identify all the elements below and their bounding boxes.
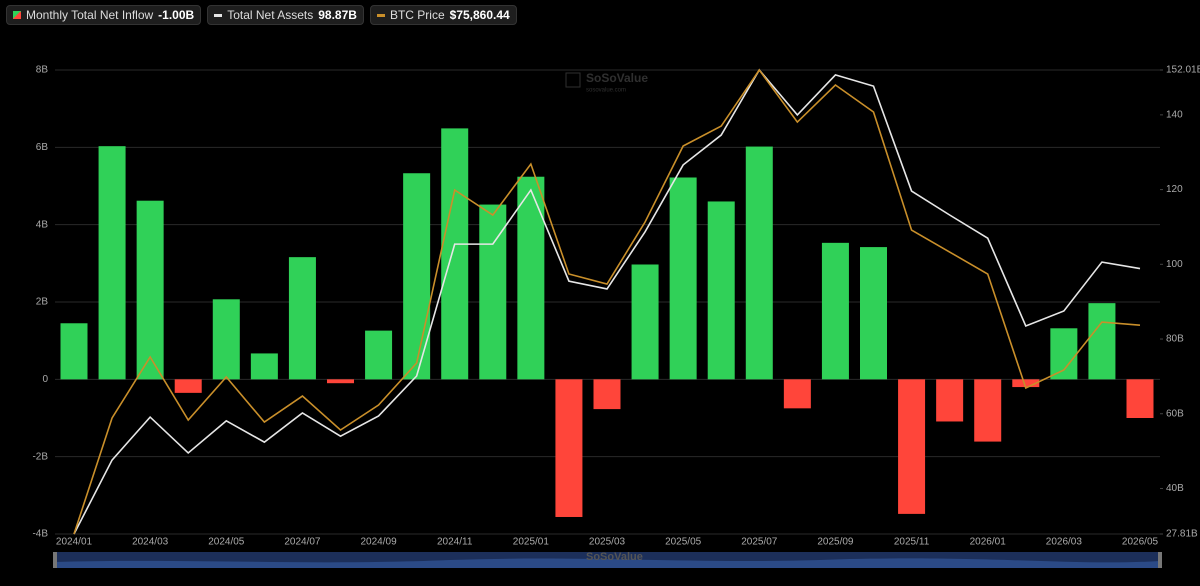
legend-icon [376,13,385,17]
x-tick-label: 2025/01 [513,537,550,548]
navigator: SoSoValue [53,551,1162,568]
x-tick-label: 2025/07 [741,537,778,548]
bar [517,176,545,380]
legend-icon [214,13,223,17]
bar [898,379,926,514]
legend-item[interactable]: BTC Price $75,860.44 [369,5,517,25]
bar [288,257,316,380]
bar [783,379,811,409]
x-tick-label: 2025/03 [589,537,626,548]
bar [669,177,697,380]
y2-tick-label: 152.01B [1166,65,1200,76]
bar [365,330,393,380]
navigator-bg [55,552,1160,568]
x-tick-label: 2025/11 [894,537,930,548]
watermark-text: SoSoValue [586,71,648,85]
x-tick-label: 2026/03 [1046,537,1083,548]
legend-item[interactable]: Monthly Total Net Inflow -1.00B [6,5,202,25]
x-tick-label: 2024/09 [360,537,397,548]
bar [936,379,964,422]
bar [60,323,88,380]
legend-label: Monthly Total Net Inflow [26,8,154,22]
bar [174,379,202,393]
x-tick-label: 2024/03 [132,537,169,548]
bar [974,379,1002,442]
bar [212,299,240,380]
line [73,68,1141,535]
legend-label: BTC Price [389,8,445,22]
bar [860,247,887,380]
x-tick-label: 2025/09 [817,537,854,548]
navigator-area [55,558,1160,568]
y2-tick-label: 80B [1166,334,1184,345]
bar [441,128,469,380]
bar [136,200,164,380]
line [73,68,1141,535]
watermark: SoSoValue sosovalue.com [565,71,648,94]
x-tick-label: 2024/01 [56,537,93,548]
bar [555,379,583,517]
legend-value: 98.87B [318,8,357,22]
legend-value: $75,860.44 [449,8,510,22]
y-tick-label: 6B [36,142,49,153]
y-tick-label: -4B [32,529,48,540]
y-tick-label: 8B [36,65,49,76]
navigator-handle[interactable] [1158,552,1162,568]
watermark-url: sosovalue.com [586,88,626,94]
x-tick-label: 2024/05 [208,537,245,548]
y2-tick-label: 27.81B [1166,529,1198,540]
navigator-watermark: SoSoValue [586,551,643,563]
bar [1012,379,1040,388]
x-tick-label: 2024/07 [284,537,321,548]
y-tick-label: 2B [36,297,49,308]
bar [593,379,621,410]
bar [1050,328,1078,380]
bar [745,146,773,380]
x-tick-label: 2026/01 [970,537,1007,548]
y-tick-label: -2B [32,451,48,462]
legend-label: Total Net Assets [227,8,314,22]
y2-tick-label: 140 [1166,110,1183,121]
bar [1126,379,1154,418]
y2-tick-label: 120 [1166,184,1183,195]
bar [250,353,278,380]
y2-tick-label: 40B [1166,483,1184,494]
x-tick-label: 2024/11 [437,537,473,548]
x-tick-label: 2026/05 [1122,537,1159,548]
bar [403,173,431,380]
y2-tick-label: 100 [1166,259,1183,270]
bar [327,379,354,384]
y-tick-label: 0 [42,374,48,385]
navigator-handle[interactable] [53,552,57,568]
y-tick-label: 4B [36,219,49,230]
legend-icon [13,11,21,19]
watermark-logo [565,72,581,88]
grid [55,69,1160,535]
legend-item[interactable]: Total Net Assets 98.87B [207,5,364,25]
bar [707,201,735,380]
bar [1088,303,1116,380]
bar [479,204,507,380]
bar [98,146,126,380]
bar [821,242,849,380]
legend: Monthly Total Net Inflow -1.00B Total Net… [6,5,517,25]
y2-tick-label: 60B [1166,408,1184,419]
x-tick-label: 2025/05 [665,537,702,548]
legend-value: -1.00B [158,8,195,22]
bar [631,264,659,380]
